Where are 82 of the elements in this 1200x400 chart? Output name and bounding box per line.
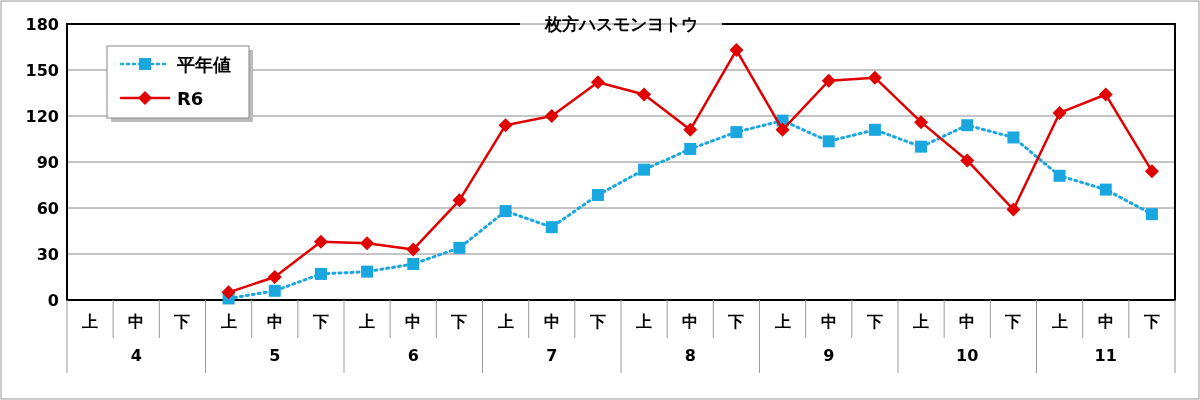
point	[1145, 208, 1158, 221]
point	[1007, 131, 1020, 144]
x-tick-label: 下	[173, 312, 191, 331]
point	[407, 257, 420, 270]
x-tick-label: 下	[865, 312, 883, 331]
text: 6	[407, 346, 419, 365]
point	[267, 270, 282, 284]
x-tick-label: 中	[1097, 312, 1114, 331]
legend-label: 平年値	[176, 54, 231, 75]
point	[1006, 202, 1021, 217]
point	[453, 241, 466, 254]
point	[313, 234, 328, 249]
point	[961, 119, 974, 132]
point	[821, 73, 836, 88]
x-tick-label: 上	[912, 312, 930, 331]
x-tick-label: 中	[959, 312, 976, 331]
point	[868, 123, 881, 136]
point	[498, 118, 513, 133]
text: 10	[956, 346, 979, 365]
y-tick-label: 180	[25, 15, 59, 34]
x-tick-label: 上	[358, 312, 376, 331]
x-tick-label: 下	[588, 312, 606, 331]
point	[729, 43, 744, 58]
point	[822, 135, 835, 148]
x-tick-label: 上	[635, 312, 653, 331]
x-tick-label: 上	[1050, 312, 1068, 331]
point	[915, 140, 928, 153]
point	[544, 109, 559, 123]
x-tick-label: 中	[128, 312, 145, 331]
x-tick-label: 上	[81, 312, 99, 331]
point	[775, 122, 790, 137]
x-tick-label: 中	[820, 312, 837, 331]
text: 8	[684, 346, 696, 365]
x-tick-label: 中	[405, 312, 422, 331]
x-tick-label: 下	[450, 312, 468, 331]
x-tick-label: 上	[773, 312, 791, 331]
point	[590, 75, 605, 90]
chart-title: 枚方ハスモンヨトウ	[543, 14, 698, 34]
point	[637, 87, 652, 102]
point	[268, 284, 281, 297]
point	[591, 188, 604, 201]
text: 5	[269, 346, 281, 365]
point	[638, 163, 651, 176]
point	[545, 221, 558, 234]
point	[1052, 105, 1067, 120]
x-tick-label: 下	[727, 312, 745, 331]
point	[684, 142, 697, 155]
x-tick-label: 下	[1004, 312, 1022, 331]
y-tick-label: 0	[47, 291, 59, 310]
point	[1144, 164, 1159, 179]
y-tick-label: 90	[36, 153, 59, 172]
point	[960, 153, 975, 168]
text: 4	[130, 346, 142, 365]
point	[499, 205, 512, 218]
legend-label: R6	[177, 88, 204, 109]
point	[452, 193, 467, 208]
point	[221, 285, 236, 300]
point	[1099, 183, 1112, 196]
y-tick-label: 150	[25, 61, 59, 80]
text: 11	[1094, 346, 1117, 365]
x-tick-label: 下	[311, 312, 329, 331]
point	[867, 70, 882, 85]
y-tick-label: 30	[36, 245, 59, 264]
y-tick-label: 120	[25, 107, 59, 126]
point	[1098, 87, 1113, 102]
point	[914, 115, 929, 130]
point	[730, 126, 743, 139]
x-tick-label: 中	[543, 312, 560, 331]
text: 7	[546, 346, 558, 365]
x-tick-label: 下	[1142, 312, 1160, 331]
point	[360, 236, 375, 251]
x-tick-label: 中	[682, 312, 699, 331]
y-tick-label: 60	[36, 199, 59, 218]
point	[314, 267, 327, 280]
text: 9	[823, 346, 835, 365]
x-tick-label: 中	[266, 312, 283, 331]
x-tick-label: 上	[496, 312, 514, 331]
point	[1053, 169, 1066, 182]
point	[683, 122, 698, 137]
point	[361, 265, 374, 278]
x-tick-label: 上	[219, 312, 237, 331]
point	[406, 242, 421, 257]
